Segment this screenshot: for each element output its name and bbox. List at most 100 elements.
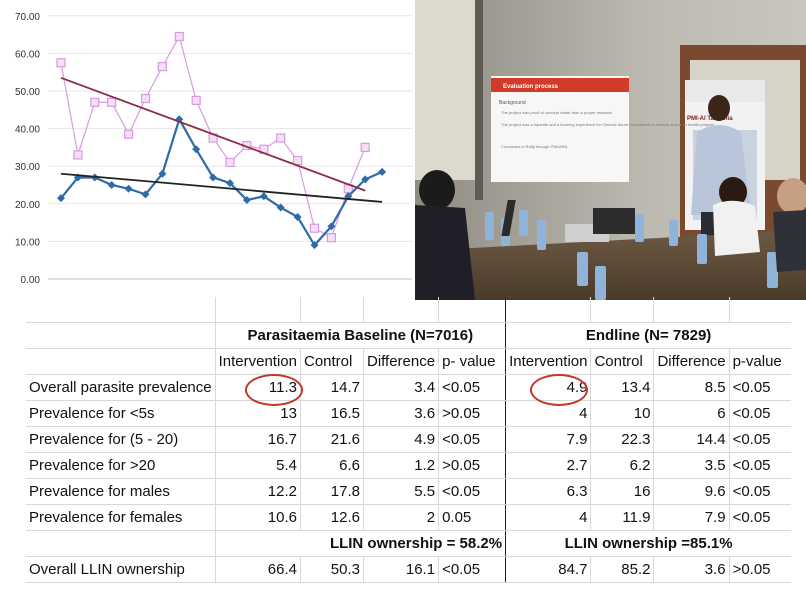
table-row: Prevalence for males 12.2 17.8 5.5 <0.05 6.3 1… xyxy=(26,478,792,505)
banner-text: PMI-Al Tanzania xyxy=(687,116,733,122)
y-tick-label: 30.00 xyxy=(15,162,40,173)
projected-slide: Evaluation process Background The projec… xyxy=(491,76,714,182)
table-cell: 5.4 xyxy=(215,452,301,479)
table-cell: 0.05 xyxy=(438,504,507,531)
data-point xyxy=(225,157,235,168)
row-label: Prevalence for <5s xyxy=(26,400,216,427)
data-point xyxy=(157,61,167,72)
data-point xyxy=(90,97,100,107)
data-point xyxy=(56,58,66,68)
data-point xyxy=(361,175,370,184)
data-point xyxy=(123,129,134,139)
table-cell: <0.05 xyxy=(438,478,507,505)
laptop xyxy=(501,200,516,236)
table-cell: 3.5 xyxy=(653,452,730,479)
trendline-2 xyxy=(60,76,366,192)
table-cell: 6.6 xyxy=(300,452,364,479)
table-cell: 5.5 xyxy=(363,478,440,505)
col-header: Difference xyxy=(653,348,730,375)
data-point xyxy=(276,133,286,143)
data-point xyxy=(293,212,302,221)
table-cell: >0.05 xyxy=(729,556,792,583)
table-cell: <0.05 xyxy=(729,452,792,479)
row-label: Overall parasite prevalence xyxy=(26,374,216,401)
data-point xyxy=(158,169,167,178)
slide-title: Evaluation process xyxy=(503,84,559,90)
table-cell: <0.05 xyxy=(729,478,792,505)
table-cell: 85.2 xyxy=(590,556,655,583)
y-tick-label: 70.00 xyxy=(15,12,40,23)
table-cell: 3.4 xyxy=(363,374,440,401)
table-cell: 14.7 xyxy=(300,374,364,401)
table-cell: 12.6 xyxy=(300,504,364,531)
y-tick-label: 10.00 xyxy=(15,237,40,248)
table-cell: 10 xyxy=(590,400,655,427)
table-cell: >0.05 xyxy=(438,400,507,427)
table-cell: 7.9 xyxy=(653,504,730,531)
table-cell: 6.2 xyxy=(590,452,655,479)
data-point xyxy=(107,181,116,189)
table-row: Prevalence for females 10.6 12.6 2 0.05 4 11.9… xyxy=(26,504,792,531)
table-cell: 17.8 xyxy=(300,478,364,505)
data-point xyxy=(242,196,251,205)
table-cell: 9.6 xyxy=(653,478,730,505)
table-cell: 12.2 xyxy=(215,478,301,505)
slide-bullet-1: The project was proof of concept rather … xyxy=(501,110,612,115)
table-cell: <0.05 xyxy=(729,504,792,531)
chart-svg: 0.00 10.00 20.00 30.00 40.00 50.00 60.00 70.00 xyxy=(15,12,412,286)
data-point xyxy=(141,190,150,199)
table-cell: <0.05 xyxy=(438,426,507,453)
data-point xyxy=(309,223,320,233)
data-point xyxy=(107,97,117,107)
table-cell: 13.4 xyxy=(590,374,655,401)
group-header-row: Parasitaemia Baseline (N=7016) Endline (… xyxy=(26,322,792,349)
data-point xyxy=(209,173,218,182)
data-point xyxy=(259,192,268,201)
chair xyxy=(593,208,635,234)
table-cell: 11.9 xyxy=(590,504,655,531)
column-header-row: Intervention Control Difference p- value… xyxy=(26,348,792,375)
llin-row: Overall LLIN ownership 66.4 50.3 16.1 <0… xyxy=(26,556,792,583)
table-cell: 3.6 xyxy=(363,400,440,427)
highlight-circle-endline xyxy=(530,374,588,406)
data-point xyxy=(140,93,151,104)
table-cell: 6 xyxy=(653,400,730,427)
data-point xyxy=(191,95,201,106)
table-cell: <0.05 xyxy=(438,374,507,401)
table-cell: 2.7 xyxy=(505,452,592,479)
table-cell: 7.9 xyxy=(505,426,592,453)
table-row: Prevalence for <5s 13 16.5 3.6 >0.05 4 10 6 <0.0… xyxy=(26,400,792,427)
table-row: Prevalence for >20 5.4 6.6 1.2 >0.05 2.7 6.2 3.… xyxy=(26,452,792,479)
endline-group-header: Endline (N= 7829) xyxy=(505,322,792,349)
table-cell: 84.7 xyxy=(505,556,592,583)
col-header: Intervention xyxy=(215,348,301,375)
highlight-circle-baseline xyxy=(245,374,303,406)
col-header: Control xyxy=(590,348,655,375)
table-cell: 16 xyxy=(590,478,655,505)
llin-endline-header: LLIN ownership =85.1% xyxy=(505,530,792,557)
row-label: Prevalence for males xyxy=(26,478,216,505)
data-point xyxy=(73,150,83,160)
baseline-group-header: Parasitaemia Baseline (N=7016) xyxy=(215,322,507,349)
slide-subtitle: Background xyxy=(499,100,526,106)
table-cell: 4.9 xyxy=(363,426,440,453)
trendline-3 xyxy=(60,172,383,203)
table-cell: >0.05 xyxy=(438,452,507,479)
y-tick-label: 50.00 xyxy=(15,87,40,98)
table-cell: 6.3 xyxy=(505,478,592,505)
slide-bullet-3: Conducted in Rufiji through IFAKARA xyxy=(501,144,568,149)
prevalence-table: Parasitaemia Baseline (N=7016) Endline (… xyxy=(26,297,792,583)
table-cell: 16.7 xyxy=(215,426,301,453)
data-point xyxy=(57,194,65,203)
col-header: p- value xyxy=(438,348,507,375)
table-cell: 66.4 xyxy=(215,556,301,583)
table-cell: <0.05 xyxy=(729,426,792,453)
table-row: Prevalence for (5 - 20) 16.7 21.6 4.9 <0.05 7… xyxy=(26,426,792,453)
table-cell: 4 xyxy=(505,504,592,531)
data-point xyxy=(378,167,387,176)
table-cell: 2 xyxy=(363,504,440,531)
table-cell: 13 xyxy=(215,400,301,427)
row-label: Overall LLIN ownership xyxy=(26,556,216,583)
water-bottles xyxy=(485,210,778,300)
table-row: Overall parasite prevalence 11.3 14.7 3.4 <0… xyxy=(26,374,792,401)
